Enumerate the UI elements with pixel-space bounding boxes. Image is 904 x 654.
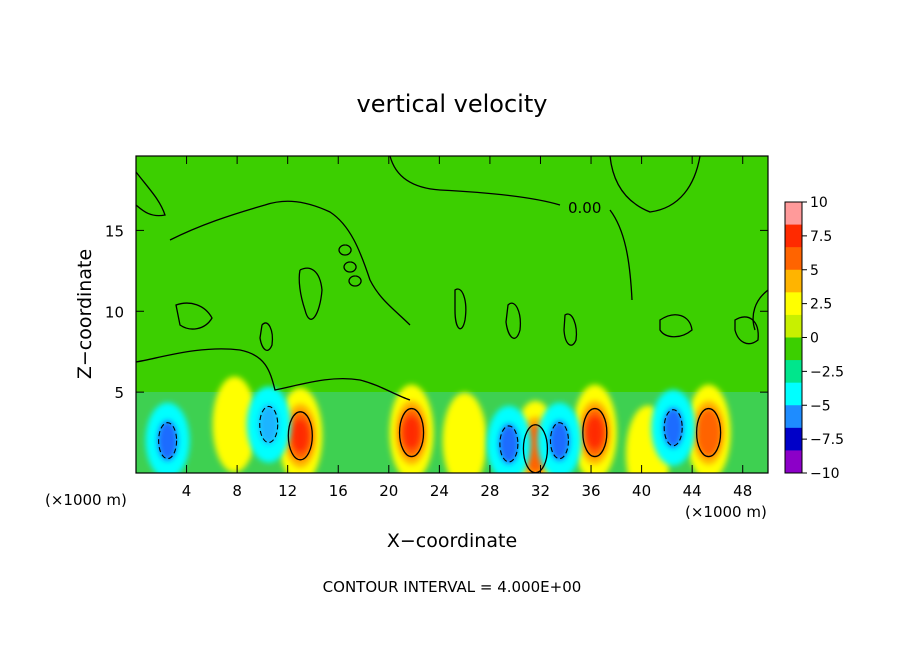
contour-small-cell-a xyxy=(298,267,323,320)
updraft-contour-3 xyxy=(695,407,722,458)
x-tick-label-7: 32 xyxy=(531,482,550,500)
cell-contours xyxy=(158,405,722,473)
contour-label: 0.00 xyxy=(568,199,601,217)
colorbar-tick-label-2: 5 xyxy=(810,263,819,279)
colorbar-tick-label-1: 7.5 xyxy=(810,229,832,245)
contour-right-cell-2 xyxy=(734,316,759,345)
contour-bump-b xyxy=(343,261,357,273)
colorbar-swatch-11 xyxy=(785,450,802,474)
x-unit-left: (×1000 m) xyxy=(45,491,127,509)
contour-lower-trough xyxy=(136,348,411,401)
downdraft-contour-0 xyxy=(158,422,178,460)
colorbar-tick-label-3: 2.5 xyxy=(810,297,832,313)
colorbar-tick-label-5: −2.5 xyxy=(810,364,844,380)
downdraft-layer xyxy=(145,386,696,473)
colorbar-swatch-5 xyxy=(785,314,802,338)
contour-upper-left xyxy=(136,171,166,217)
contour-lines xyxy=(136,156,768,401)
downdraft-core-1 xyxy=(258,404,279,445)
contour-upper-band xyxy=(169,200,411,326)
updraft-cell-1-level-3 xyxy=(403,416,420,449)
contour-small-cell-b xyxy=(454,288,467,330)
colorbar-swatch-7 xyxy=(785,360,802,384)
contour-right-cell xyxy=(659,314,693,338)
contour-bump-a xyxy=(338,244,352,256)
colorbar-tick-label-8: −10 xyxy=(810,466,840,482)
x-tick-label-2: 12 xyxy=(278,482,297,500)
chart-title: vertical velocity xyxy=(357,90,548,118)
field-layer xyxy=(136,376,768,473)
x-axis-ticks: 4 8 12 16 20 24 28 32 36 40 44 48 xyxy=(182,156,752,500)
x-tick-label-4: 20 xyxy=(379,482,398,500)
updraft-contour-2 xyxy=(582,407,608,458)
contour-far-right-edge xyxy=(752,289,768,331)
contour-small-cell-d xyxy=(563,313,578,346)
colorbar-swatch-0 xyxy=(785,202,802,226)
updraft-contour-1 xyxy=(398,407,425,458)
y-axis-label: Z−coordinate xyxy=(74,249,96,379)
x-tick-label-9: 40 xyxy=(632,482,651,500)
x-tick-label-10: 44 xyxy=(683,482,702,500)
colorbar-swatch-1 xyxy=(785,224,802,248)
colorbar-tick-label-7: −7.5 xyxy=(810,432,844,448)
x-axis-label: X−coordinate xyxy=(387,530,517,552)
updraft-cell-5-level-0 xyxy=(212,376,257,473)
downdraft-contour-2 xyxy=(499,425,519,463)
updraft-cell-3-level-2 xyxy=(696,408,721,457)
x-tick-label-3: 16 xyxy=(329,482,348,500)
x-tick-label-5: 24 xyxy=(430,482,449,500)
colorbar-swatch-10 xyxy=(785,427,802,451)
downdraft-core-0 xyxy=(157,420,178,461)
colorbar-swatch-3 xyxy=(785,269,802,293)
downdraft-contour-1 xyxy=(259,405,279,444)
downdraft-core-3 xyxy=(549,420,570,461)
contour-upper-ridge xyxy=(389,156,561,206)
colorbar-swatch-8 xyxy=(785,382,802,406)
contour-interval: CONTOUR INTERVAL = 4.000E+00 xyxy=(323,578,582,596)
y-axis-ticks: 5 10 15 xyxy=(105,222,768,402)
x-tick-label-0: 4 xyxy=(182,482,192,500)
colorbar-tick-label-0: 10 xyxy=(810,195,828,211)
x-tick-label-6: 28 xyxy=(480,482,499,500)
contour-small-cell-c xyxy=(505,302,521,339)
updraft-cell-6-level-0 xyxy=(442,392,487,473)
y-tick-label-1: 10 xyxy=(105,303,124,321)
updraft-contour-0 xyxy=(287,411,313,461)
colorbar-swatch-6 xyxy=(785,337,802,361)
y-tick-label-2: 15 xyxy=(105,222,124,240)
downdraft-core-4 xyxy=(663,407,684,448)
downdraft-contour-4 xyxy=(663,409,683,447)
contour-zero-main xyxy=(609,209,633,301)
colorbar: 10 7.5 5 2.5 0 −2.5 −5 −7.5 −10 xyxy=(784,195,844,482)
x-tick-label-1: 8 xyxy=(232,482,242,500)
colorbar-swatch-9 xyxy=(785,405,802,429)
contour-mid-cell xyxy=(259,322,274,351)
downdraft-core-2 xyxy=(498,423,519,464)
y-tick-label-0: 5 xyxy=(114,384,124,402)
contour-upper-right xyxy=(609,156,701,213)
contour-bump-c xyxy=(348,275,362,287)
x-tick-label-8: 36 xyxy=(581,482,600,500)
colorbar-tick-label-4: 0 xyxy=(810,331,819,347)
colorbar-tick-label-6: −5 xyxy=(810,398,831,414)
colorbar-swatch-4 xyxy=(785,292,802,316)
colorbar-swatch-2 xyxy=(785,247,802,271)
plot-frame xyxy=(135,155,769,474)
contour-left-cell xyxy=(175,302,213,330)
updraft-cell-0-level-3 xyxy=(292,419,309,452)
updraft-cell-2-level-3 xyxy=(586,416,603,449)
downdraft-contour-3 xyxy=(549,422,569,460)
x-unit-right: (×1000 m) xyxy=(685,503,767,521)
x-tick-label-11: 48 xyxy=(733,482,752,500)
